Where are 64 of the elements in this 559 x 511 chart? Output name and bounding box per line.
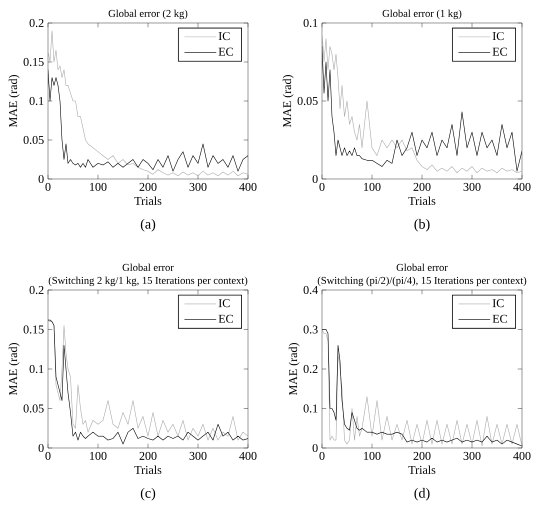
text: (d) [414, 488, 430, 501]
y-tick-label: 0.05 [24, 136, 44, 144]
y-tick-label: 0.05 [298, 96, 318, 106]
legend-label: EC [218, 314, 233, 323]
x-tick-label: 400 [513, 182, 531, 191]
x-tick-label: 100 [90, 452, 107, 460]
y-tick-label: 0 [38, 444, 44, 452]
y-axis-title: MAE (rad) [288, 343, 300, 396]
x-tick-label: 300 [464, 182, 481, 191]
y-axis-title: MAE (rad) [8, 75, 20, 128]
x-tick-label: 0 [45, 182, 51, 191]
x-axis-title: Trials [134, 465, 162, 474]
x-tick-label: 200 [140, 452, 157, 460]
y-tick-label: 0.15 [24, 58, 44, 66]
x-tick-label: 200 [414, 182, 431, 191]
x-tick-label: 100 [364, 182, 381, 191]
y-tick-label: 0 [312, 444, 318, 452]
y-axis-title: MAE (rad) [282, 75, 294, 128]
x-tick-label: 400 [513, 452, 531, 460]
text: (b) [414, 218, 430, 232]
y-tick-label: 0.1 [304, 404, 318, 413]
chart-title: Global error [122, 264, 174, 271]
x-tick-label: 200 [140, 182, 157, 191]
x-tick-label: 0 [319, 182, 325, 191]
y-axis-title: MAE (rad) [8, 343, 20, 396]
chart-subtitle: (Switching 2 kg/1 kg, 15 Iterations per context) [48, 276, 248, 286]
y-tick-label: 0.4 [304, 286, 318, 294]
y-tick-label: 0 [38, 174, 44, 184]
legend-label: EC [492, 314, 507, 323]
y-tick-label: 0 [312, 174, 318, 184]
x-tick-label: 200 [414, 452, 431, 460]
x-tick-label: 0 [319, 452, 325, 460]
y-tick-label: 0.1 [30, 96, 44, 106]
chart-title: Global error (1 kg) [382, 10, 462, 20]
y-tick-label: 0.1 [30, 364, 44, 374]
legend-label: IC [218, 32, 230, 40]
y-tick-label: 0.2 [304, 364, 318, 374]
x-axis-title: Trials [408, 196, 436, 205]
text: (c) [140, 488, 156, 501]
legend-label: IC [218, 299, 230, 308]
chart-title: Global error (2 kg) [108, 10, 188, 20]
x-tick-label: 300 [464, 452, 481, 460]
legend-label: EC [492, 48, 507, 56]
y-tick-label: 0.05 [24, 404, 44, 413]
chart-subtitle: (Switching (pi/2)/(pi/4), 15 Iterations per context) [318, 276, 526, 286]
x-tick-label: 100 [90, 182, 107, 191]
chart-title: Global error [396, 264, 448, 271]
y-tick-label: 0.3 [304, 325, 318, 334]
x-tick-label: 100 [364, 452, 381, 460]
x-tick-label: 400 [239, 452, 257, 460]
x-axis-title: Trials [408, 465, 436, 474]
x-tick-label: 400 [239, 182, 257, 191]
y-tick-label: 0.2 [30, 18, 44, 28]
y-tick-label: 0.15 [24, 325, 44, 334]
x-tick-label: 300 [190, 182, 207, 191]
y-tick-label: 0.2 [30, 286, 44, 294]
x-tick-label: 300 [190, 452, 207, 460]
legend-label: IC [492, 299, 504, 308]
legend-label: EC [218, 48, 233, 56]
y-tick-label: 0.1 [304, 18, 318, 28]
text: (a) [140, 218, 156, 232]
legend-label: IC [492, 32, 504, 40]
x-axis-title: Trials [134, 196, 162, 205]
x-tick-label: 0 [45, 452, 51, 460]
